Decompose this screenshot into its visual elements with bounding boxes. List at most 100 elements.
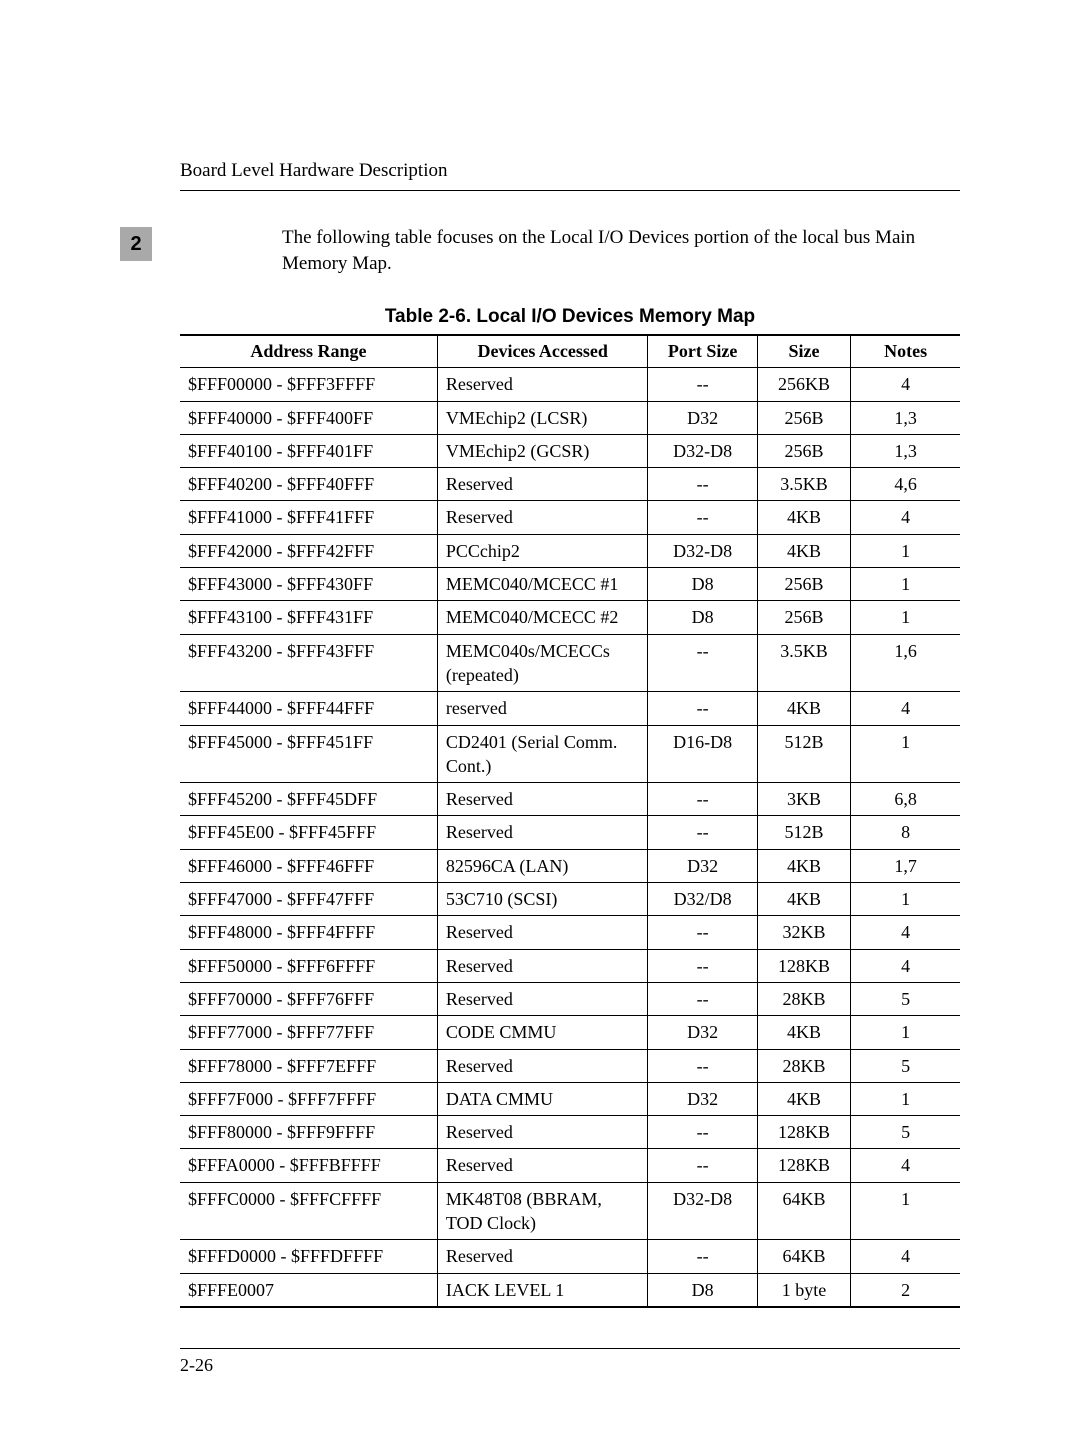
table-header-row: Address Range Devices Accessed Port Size… [180, 335, 960, 368]
table-cell: PCCchip2 [437, 534, 648, 567]
table-cell: -- [648, 692, 757, 725]
table-cell: CODE CMMU [437, 1016, 648, 1049]
table-cell: $FFF70000 - $FFF76FFF [180, 982, 437, 1015]
table-cell: Reserved [437, 783, 648, 816]
table-cell: D32-D8 [648, 534, 757, 567]
table-cell: 1 [851, 1016, 960, 1049]
table-cell: D32-D8 [648, 434, 757, 467]
table-row: $FFF40200 - $FFF40FFFReserved--3.5KB4,6 [180, 468, 960, 501]
table-cell: 4 [851, 1240, 960, 1273]
table-cell: $FFF7F000 - $FFF7FFFF [180, 1082, 437, 1115]
chapter-tab: 2 [120, 227, 152, 261]
table-cell: $FFF44000 - $FFF44FFF [180, 692, 437, 725]
table-row: $FFF7F000 - $FFF7FFFFDATA CMMUD324KB1 [180, 1082, 960, 1115]
table-row: $FFF41000 - $FFF41FFFReserved--4KB4 [180, 501, 960, 534]
table-cell: VMEchip2 (GCSR) [437, 434, 648, 467]
th-address: Address Range [180, 335, 437, 368]
table-cell: 4KB [757, 1016, 851, 1049]
table-row: $FFF80000 - $FFF9FFFFReserved--128KB5 [180, 1116, 960, 1149]
table-cell: MEMC040/MCECC #2 [437, 601, 648, 634]
page-number: 2-26 [180, 1355, 960, 1376]
table-cell: $FFF40000 - $FFF400FF [180, 401, 437, 434]
table-row: $FFF42000 - $FFF42FFFPCCchip2D32-D84KB1 [180, 534, 960, 567]
table-row: $FFFC0000 - $FFFCFFFFMK48T08 (BBRAM, TOD… [180, 1182, 960, 1240]
table-cell: D32-D8 [648, 1182, 757, 1240]
table-cell: $FFFA0000 - $FFFBFFFF [180, 1149, 437, 1182]
table-cell: 64KB [757, 1240, 851, 1273]
table-cell: $FFF77000 - $FFF77FFF [180, 1016, 437, 1049]
table-cell: 1,7 [851, 849, 960, 882]
table-cell: IACK LEVEL 1 [437, 1273, 648, 1307]
table-cell: $FFFE0007 [180, 1273, 437, 1307]
table-cell: -- [648, 783, 757, 816]
table-cell: $FFF78000 - $FFF7EFFF [180, 1049, 437, 1082]
table-cell: 3KB [757, 783, 851, 816]
table-cell: CD2401 (Serial Comm. Cont.) [437, 725, 648, 783]
table-cell: -- [648, 949, 757, 982]
table-cell: $FFF43000 - $FFF430FF [180, 568, 437, 601]
table-cell: 1 [851, 725, 960, 783]
table-cell: $FFF48000 - $FFF4FFFF [180, 916, 437, 949]
table-row: $FFFE0007IACK LEVEL 1D81 byte2 [180, 1273, 960, 1307]
table-cell: -- [648, 816, 757, 849]
table-cell: reserved [437, 692, 648, 725]
table-cell: 28KB [757, 982, 851, 1015]
table-cell: $FFF46000 - $FFF46FFF [180, 849, 437, 882]
running-head: Board Level Hardware Description [180, 160, 960, 182]
table-cell: 4KB [757, 501, 851, 534]
table-cell: -- [648, 1116, 757, 1149]
table-cell: 1 [851, 534, 960, 567]
table-cell: 2 [851, 1273, 960, 1307]
table-cell: Reserved [437, 501, 648, 534]
table-cell: D32 [648, 401, 757, 434]
table-cell: -- [648, 982, 757, 1015]
table-row: $FFF45E00 - $FFF45FFFReserved--512B8 [180, 816, 960, 849]
th-notes: Notes [851, 335, 960, 368]
th-port: Port Size [648, 335, 757, 368]
table-cell: 1 [851, 601, 960, 634]
table-cell: 1 [851, 1082, 960, 1115]
table-row: $FFF40100 - $FFF401FFVMEchip2 (GCSR)D32-… [180, 434, 960, 467]
table-cell: 128KB [757, 1149, 851, 1182]
table-row: $FFF43000 - $FFF430FFMEMC040/MCECC #1D82… [180, 568, 960, 601]
table-cell: 256B [757, 568, 851, 601]
table-cell: MEMC040/MCECC #1 [437, 568, 648, 601]
table-row: $FFF45000 - $FFF451FFCD2401 (Serial Comm… [180, 725, 960, 783]
table-cell: -- [648, 1149, 757, 1182]
table-cell: 6,8 [851, 783, 960, 816]
table-title: Table 2-6. Local I/O Devices Memory Map [180, 306, 960, 328]
table-row: $FFF47000 - $FFF47FFF53C710 (SCSI)D32/D8… [180, 883, 960, 916]
table-cell: 4KB [757, 692, 851, 725]
table-row: $FFF77000 - $FFF77FFFCODE CMMUD324KB1 [180, 1016, 960, 1049]
table-cell: D8 [648, 601, 757, 634]
table-cell: 1 [851, 568, 960, 601]
table-cell: $FFF43100 - $FFF431FF [180, 601, 437, 634]
table-cell: MEMC040s/MCECCs (repeated) [437, 634, 648, 692]
table-cell: $FFF45200 - $FFF45DFF [180, 783, 437, 816]
table-cell: -- [648, 1240, 757, 1273]
table-cell: 4KB [757, 849, 851, 882]
table-cell: 64KB [757, 1182, 851, 1240]
table-cell: 4 [851, 949, 960, 982]
table-cell: 5 [851, 1049, 960, 1082]
table-cell: 5 [851, 982, 960, 1015]
table-cell: -- [648, 501, 757, 534]
table-cell: 1 [851, 1182, 960, 1240]
table-cell: 5 [851, 1116, 960, 1149]
table-cell: D8 [648, 1273, 757, 1307]
table-row: $FFF43100 - $FFF431FFMEMC040/MCECC #2D82… [180, 601, 960, 634]
table-cell: 3.5KB [757, 468, 851, 501]
table-cell: DATA CMMU [437, 1082, 648, 1115]
table-row: $FFFA0000 - $FFFBFFFFReserved--128KB4 [180, 1149, 960, 1182]
table-cell: D8 [648, 568, 757, 601]
table-cell: 256B [757, 434, 851, 467]
table-cell: 128KB [757, 949, 851, 982]
th-devices: Devices Accessed [437, 335, 648, 368]
table-cell: 1 [851, 883, 960, 916]
table-cell: $FFF45000 - $FFF451FF [180, 725, 437, 783]
table-cell: -- [648, 468, 757, 501]
table-row: $FFF50000 - $FFF6FFFFReserved--128KB4 [180, 949, 960, 982]
memory-map-table: Address Range Devices Accessed Port Size… [180, 334, 960, 1308]
table-cell: $FFF40100 - $FFF401FF [180, 434, 437, 467]
table-cell: $FFF40200 - $FFF40FFF [180, 468, 437, 501]
